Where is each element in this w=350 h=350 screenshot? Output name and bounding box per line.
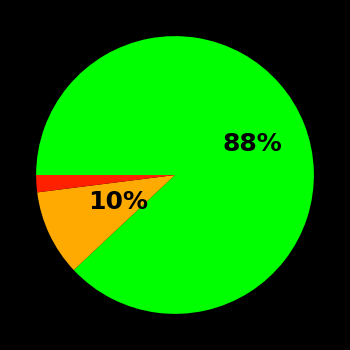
Text: 10%: 10% bbox=[89, 190, 148, 214]
Wedge shape bbox=[36, 175, 175, 192]
Wedge shape bbox=[36, 36, 314, 314]
Text: 88%: 88% bbox=[223, 132, 282, 156]
Wedge shape bbox=[37, 175, 175, 270]
